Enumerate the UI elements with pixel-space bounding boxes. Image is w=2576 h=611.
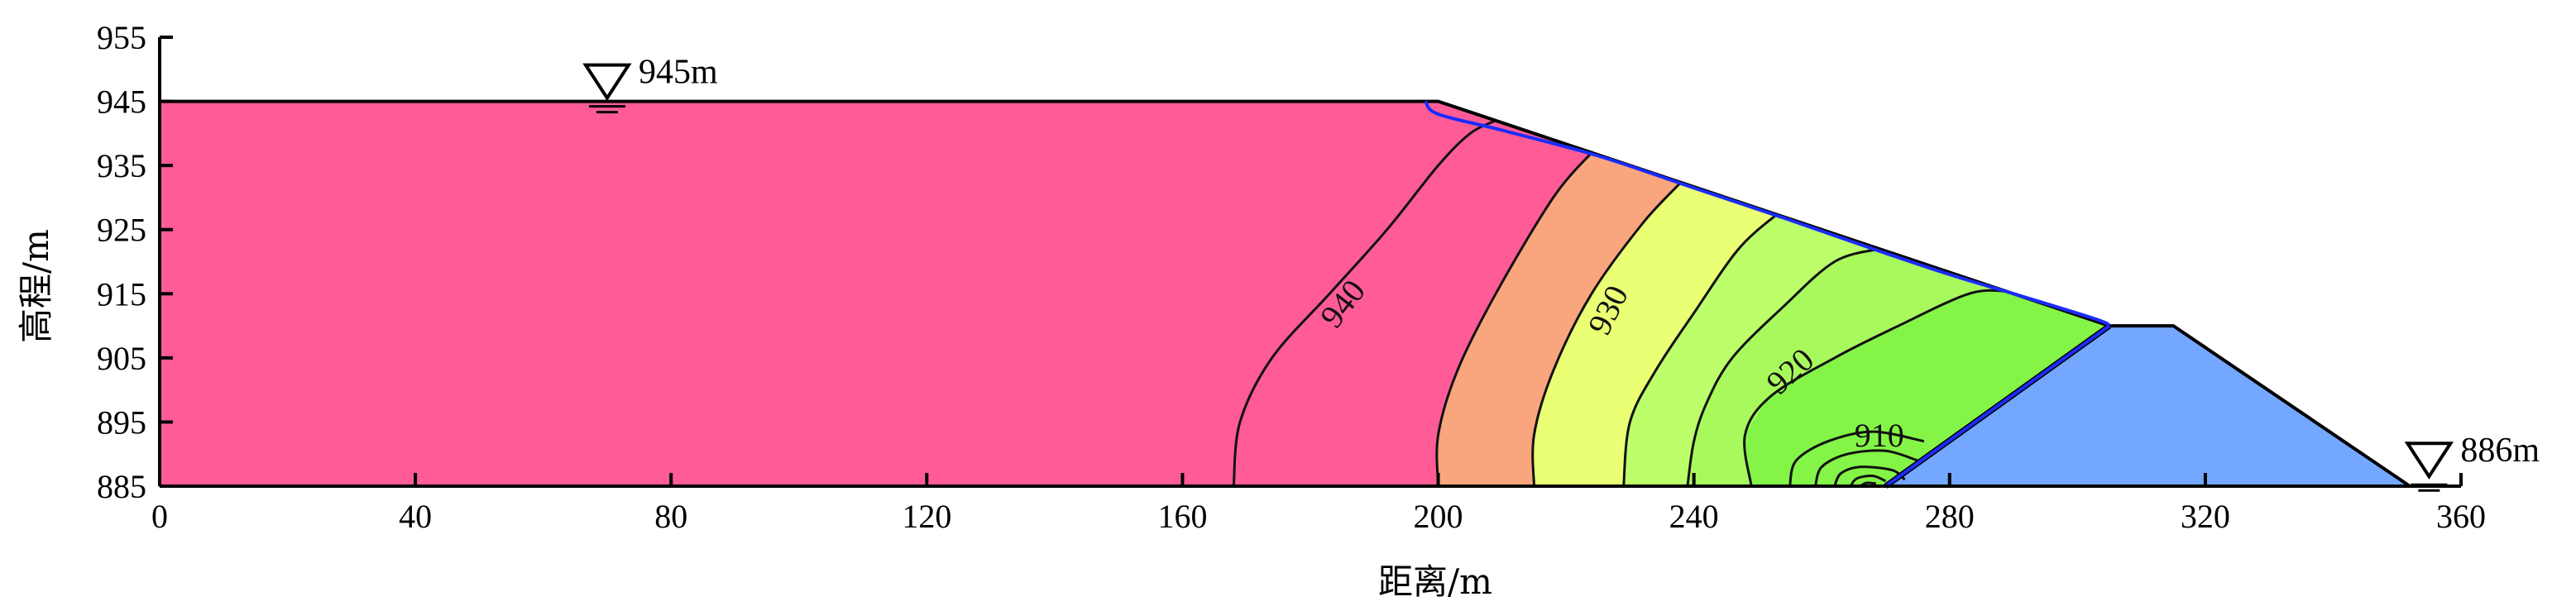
- contour-line-8: [1814, 449, 1918, 487]
- water-level-label-2: 886m: [2460, 432, 2540, 470]
- x-tick-label: 280: [1925, 498, 1975, 535]
- x-tick-label: 40: [399, 498, 432, 535]
- y-axis-title: 高程/m: [16, 229, 56, 343]
- contour-fill-regions: [159, 100, 2413, 487]
- x-tick-label: 200: [1414, 498, 1463, 535]
- x-tick-label: 120: [902, 498, 951, 535]
- axes: 0 40 80 120 160 200 240 280 320 360 885 895 905 915 9…: [97, 19, 2486, 535]
- x-tick-label: 80: [654, 498, 687, 535]
- contour-line-9: [1833, 465, 1906, 487]
- x-axis-ticks: 0 40 80 120 160 200 240 280 320 360: [151, 473, 2486, 535]
- x-tick-label: 240: [1669, 498, 1719, 535]
- x-tick-label: 320: [2181, 498, 2230, 535]
- water-level-triangle-icon: [2404, 442, 2454, 480]
- contour-lines: [1232, 119, 2008, 488]
- x-axis-title: 距离/m: [1378, 561, 1492, 602]
- y-tick-label: 895: [97, 403, 146, 441]
- y-axis-ticks: 885 895 905 915 925 935 945 955: [97, 19, 173, 505]
- y-tick-label: 925: [97, 212, 146, 249]
- contour-label-910: 910: [1855, 417, 1904, 454]
- x-tick-label: 360: [2436, 498, 2486, 535]
- water-level-label-1: 945m: [639, 54, 718, 92]
- contour-line-5: [1686, 247, 1880, 487]
- contour-line-3: [1531, 181, 1683, 487]
- water-level-markers: 945m 886m: [582, 54, 2540, 492]
- x-tick-label: 0: [151, 498, 168, 535]
- contour-line-1: [1232, 119, 1496, 487]
- contour-line-2: [1435, 151, 1593, 487]
- y-tick-label: 955: [97, 19, 146, 56]
- y-tick-label: 935: [97, 147, 146, 184]
- y-tick-label: 885: [97, 468, 146, 505]
- contour-line-7: [1788, 430, 1925, 487]
- y-tick-label: 915: [97, 275, 146, 313]
- contour-line-10: [1849, 475, 1887, 487]
- y-tick-label: 905: [97, 340, 146, 377]
- water-level-triangle-icon: [582, 63, 632, 102]
- contour-line-4: [1622, 212, 1779, 487]
- contour-line-6: [1743, 289, 2008, 487]
- x-tick-label: 160: [1157, 498, 1207, 535]
- y-tick-label: 945: [97, 84, 146, 121]
